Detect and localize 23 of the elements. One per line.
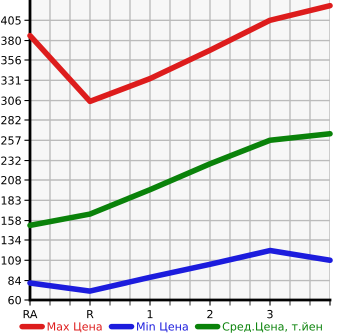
x-tick-label: 1: [148, 310, 153, 318]
y-tick-label: 84: [8, 276, 22, 285]
y-tick-label: 134: [2, 236, 22, 244]
y-tick-label: 257: [1, 136, 21, 145]
y-tick-label: 331: [1, 76, 21, 85]
y-tick-label: 208: [1, 176, 21, 184]
y-tick-label: 60: [8, 296, 21, 304]
y-tick-label: 306: [1, 96, 21, 105]
x-tick-label: 2: [207, 310, 212, 318]
y-tick-label: 380: [1, 36, 21, 45]
y-tick-label: 158: [2, 216, 21, 225]
y-tick-label: 282: [1, 116, 21, 124]
legend-label: Min Цена: [137, 322, 188, 332]
y-tick-label: 405: [1, 16, 21, 25]
y-tick-label: 232: [1, 156, 21, 165]
legend-label: Сред.Цена, т.йен: [222, 322, 322, 333]
x-tick-label: RA: [24, 310, 38, 318]
x-tick-label: 3: [267, 310, 273, 318]
x-tick-label: R: [87, 310, 94, 318]
y-tick-label: 356: [1, 56, 21, 64]
legend-label: Max Цена: [48, 322, 102, 332]
y-tick-label: 183: [2, 196, 21, 205]
y-tick-label: 109: [2, 256, 21, 265]
